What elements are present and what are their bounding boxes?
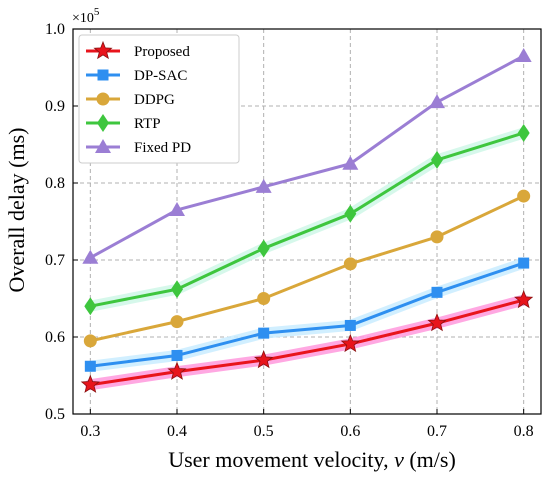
legend-label: DP-SAC [134,68,187,84]
series-line-proposed [90,298,525,387]
data-point-ddpg [343,257,357,271]
series-line-dp-sac [90,261,525,368]
data-point-rtp [84,297,97,316]
series-line-fixed-pd [89,54,525,260]
data-point-dp-sac [171,349,183,361]
legend-item-proposed: Proposed [86,40,190,60]
x-tick-label: 0.5 [254,423,274,440]
y-axis-multiplier: ×105 [72,6,100,26]
data-point-ddpg [170,315,184,329]
y-tick-label: 0.6 [45,329,65,346]
data-point-ddpg [517,189,531,203]
series-line-ddpg [90,194,525,343]
y-multiplier-exponent: 5 [94,6,100,18]
legend-item-ddpg: DDPG [86,92,175,108]
x-tick-label: 0.3 [80,423,100,440]
data-point-ddpg [430,230,444,244]
y-multiplier-base: ×10 [72,11,94,26]
data-point-ddpg [257,292,271,305]
legend-item-rtp: RTP [86,114,161,132]
data-point-rtp [517,123,530,142]
legend-label: Proposed [134,44,190,60]
legend-label: DDPG [134,92,175,108]
x-axis-title-variable: v [394,447,404,472]
series-glow [84,127,530,391]
data-point-rtp [431,150,443,169]
legend-swatch-marker [93,40,113,60]
y-tick-label: 0.9 [45,98,65,115]
series-glow-proposed [84,294,530,391]
y-axis-title: Overall delay (ms) [4,128,29,293]
y-tick-label: 0.5 [45,406,65,423]
x-tick-label: 0.7 [427,423,447,440]
x-tick-label: 0.4 [167,423,187,440]
x-tick-label: 0.8 [514,423,534,440]
data-point-dp-sac [258,327,270,339]
data-point-fixed-pd [82,249,99,264]
data-point-proposed [427,313,447,332]
data-point-proposed [80,374,100,393]
data-point-ddpg [83,334,97,348]
data-point-dp-sac [84,360,96,372]
legend-label: Fixed PD [134,140,191,156]
data-point-proposed [167,361,187,380]
data-point-dp-sac [344,319,356,331]
series-line-rtp [90,131,525,308]
y-tick-label: 1.0 [45,21,65,38]
data-point-dp-sac [431,286,443,298]
y-tick-label: 0.8 [45,175,65,192]
data-point-fixed-pd [429,94,445,109]
legend-item-dp-sac: DP-SAC [86,68,187,84]
legend-item-fixed-pd: Fixed PD [86,139,191,156]
data-point-fixed-pd [342,155,359,170]
data-point-fixed-pd [255,178,272,193]
plot-frame [72,28,542,415]
data-point-rtp [344,204,357,223]
data-point-dp-sac [518,257,530,269]
data-point-rtp [257,239,270,258]
legend: Proposed DP-SAC DDPG RTP Fixed PD [78,34,240,164]
data-point-proposed [340,333,360,353]
data-point-fixed-pd [515,47,532,62]
x-axis-title: User movement velocity, v (m/s) [168,447,456,472]
legend-label: RTP [134,116,161,132]
data-point-fixed-pd [169,201,185,216]
legend-swatch-marker [97,114,109,132]
legend-swatch-marker [97,69,109,81]
data-point-proposed [514,289,534,309]
y-tick-label: 0.7 [45,252,65,269]
series-lines [89,54,525,387]
axis-ticks: 0.3 0.4 0.5 0.6 0.7 0.8 0.5 0.6 0.7 0.8 0.9 1.0 [45,21,534,440]
legend-swatch-marker [95,139,111,153]
legend-box [78,34,240,164]
series-markers [80,47,534,393]
x-tick-label: 0.6 [340,423,360,440]
legend-swatch-marker [96,92,110,106]
x-axis-title-suffix: (m/s) [404,447,456,472]
data-point-rtp [171,280,183,299]
x-axis-title-prefix: User movement velocity, [168,447,394,472]
data-point-proposed [254,350,274,369]
